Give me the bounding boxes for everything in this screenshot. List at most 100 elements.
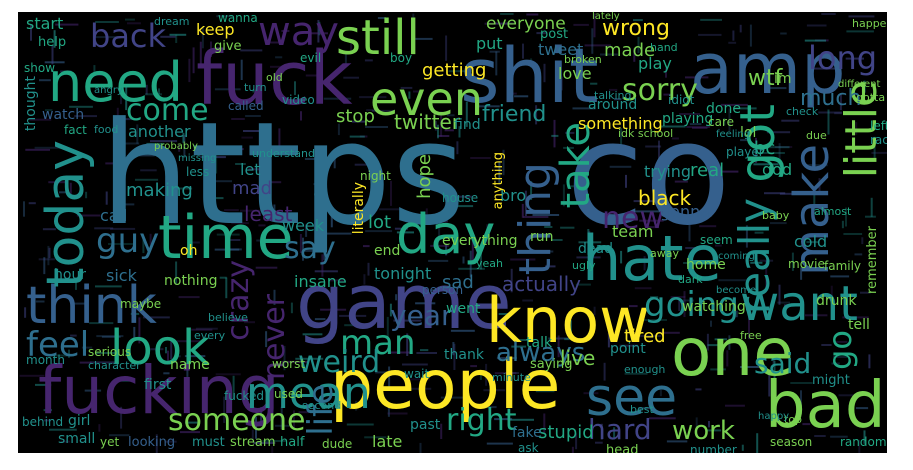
- word-movie: movie: [788, 257, 825, 271]
- word-lately: lately: [592, 12, 620, 22]
- word-watch: watch: [42, 107, 85, 123]
- word-nothing: nothing: [164, 273, 218, 289]
- word-half: half: [280, 435, 305, 450]
- word-first: first: [144, 377, 172, 393]
- word-fake: fake: [512, 425, 542, 441]
- word-done: done: [706, 101, 741, 117]
- word-gonna: gonna: [660, 202, 711, 221]
- word-missing: missing: [178, 153, 217, 164]
- word-due: due: [806, 129, 827, 142]
- word-team: team: [612, 222, 654, 241]
- word-people: people: [330, 346, 561, 425]
- word-insane: insane: [294, 272, 347, 291]
- word-coming: coming: [718, 251, 755, 262]
- word-trying: trying: [644, 162, 692, 181]
- word-end: end: [374, 243, 401, 259]
- word-run: run: [530, 229, 554, 245]
- word-https: https: [100, 92, 466, 257]
- word-best: best: [630, 403, 654, 416]
- word-guy: guy: [96, 221, 160, 261]
- word-start: start: [26, 14, 64, 33]
- word-second: second: [302, 399, 342, 412]
- word-bad: bad: [765, 369, 886, 443]
- word-fucking: fucking: [38, 352, 280, 429]
- word-put: put: [476, 34, 503, 53]
- word-take: take: [553, 122, 599, 209]
- word-see: see: [586, 368, 678, 428]
- word-less: less: [186, 165, 210, 179]
- word-stream: stream: [230, 435, 276, 450]
- word-help: help: [38, 35, 67, 50]
- word-day: day: [396, 203, 496, 266]
- word-serious: serious: [88, 345, 132, 359]
- word-keep: keep: [196, 20, 235, 39]
- word-still: still: [336, 12, 420, 66]
- word-small: small: [58, 431, 96, 447]
- word-head: head: [606, 443, 639, 453]
- word-man: man: [340, 323, 416, 363]
- word-minute: minute: [492, 371, 531, 384]
- word-fucked: fucked: [224, 389, 264, 403]
- word-work: work: [672, 416, 735, 446]
- word-ask: ask: [518, 441, 539, 453]
- word-hand: hand: [650, 41, 678, 54]
- word-baby: baby: [762, 209, 790, 222]
- word-home: home: [686, 257, 726, 273]
- word-old: old: [266, 71, 283, 84]
- word-lot: lot: [368, 212, 392, 233]
- word-least: least: [244, 202, 293, 226]
- word-right: right: [446, 403, 517, 438]
- word-playing: playing: [662, 111, 714, 127]
- word-dude: dude: [322, 437, 353, 451]
- word-happy: happy: [758, 411, 790, 422]
- word-house: house: [442, 191, 479, 205]
- word-point: point: [610, 341, 646, 357]
- word-god: god: [762, 160, 793, 179]
- word-talk: talk: [526, 335, 553, 351]
- word-one: one: [671, 314, 794, 391]
- word-sick: sick: [106, 266, 137, 285]
- word-feeling: feeling: [716, 129, 751, 140]
- word-free: free: [740, 329, 762, 342]
- word-today: today: [36, 140, 96, 288]
- word-tweet: tweet: [538, 40, 584, 59]
- word-let: let: [240, 160, 261, 179]
- word-shit: shit: [460, 31, 599, 120]
- word-sad: sad: [442, 272, 474, 293]
- word-understand: understand: [252, 147, 315, 160]
- word-need: need: [48, 51, 183, 114]
- word-looking: looking: [128, 435, 176, 450]
- word-must: must: [192, 435, 225, 450]
- word-always: always: [496, 338, 586, 368]
- word-random: random: [840, 435, 887, 449]
- word-around: around: [588, 97, 638, 113]
- word-idiot: idiot: [668, 93, 695, 107]
- word-check: check: [786, 105, 819, 118]
- word-number: number: [690, 443, 737, 453]
- word-love: love: [558, 64, 592, 83]
- word-wtf: wtf: [748, 66, 783, 91]
- word-become: become: [716, 285, 757, 296]
- word-real: real: [690, 160, 725, 181]
- word-past: past: [410, 417, 441, 433]
- word-time: time: [158, 203, 294, 273]
- word-stupid: stupid: [538, 422, 594, 443]
- word-think: think: [26, 276, 157, 336]
- word-might: might: [812, 373, 850, 388]
- word-going: going: [644, 285, 739, 325]
- word-dead: dead: [578, 241, 613, 257]
- word-probably: probably: [154, 141, 198, 152]
- word-saying: saying: [530, 357, 573, 372]
- word-fuck: fuck: [196, 36, 353, 122]
- word-talking: talking: [594, 89, 632, 102]
- word-dark: dark: [678, 273, 703, 286]
- word-person: person: [422, 283, 464, 297]
- word-name: name: [170, 357, 210, 373]
- word-year: year: [390, 299, 453, 332]
- word-girl: girl: [68, 413, 91, 429]
- word-week: week: [282, 216, 325, 235]
- word-back: back: [90, 17, 167, 55]
- word-left: left: [870, 119, 887, 133]
- word-literally: literally: [351, 182, 367, 235]
- word-getting: getting: [422, 60, 487, 81]
